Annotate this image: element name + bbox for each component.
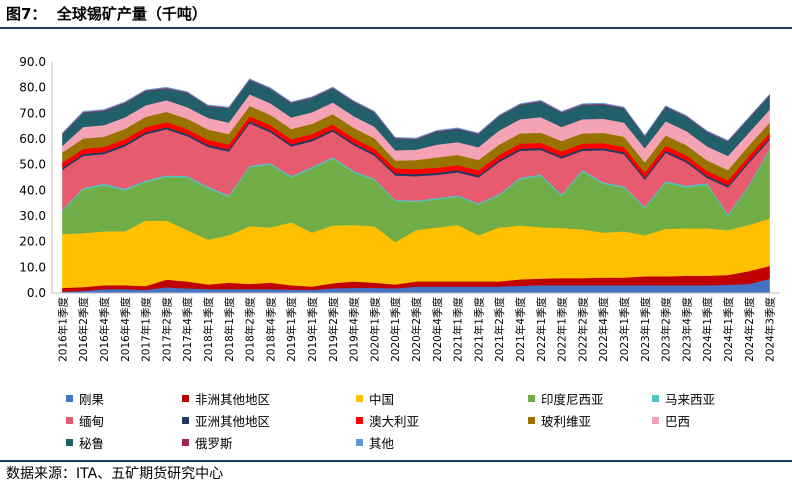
- legend-item: 秘鲁: [66, 434, 105, 451]
- x-tick-label: 2023年1季度: [639, 297, 652, 362]
- legend-item: 其他: [356, 434, 395, 451]
- y-tick-label: 30.0: [19, 209, 46, 223]
- legend-swatch: [528, 416, 535, 424]
- x-tick-label: 2018年4季度: [264, 297, 277, 362]
- legend-item: 刚果: [66, 390, 105, 407]
- legend-item: 俄罗斯: [182, 434, 233, 451]
- legend-swatch: [652, 416, 659, 424]
- legend-label: 其他: [369, 435, 395, 451]
- figure-title: 图7： 全球锡矿产量（千吨）: [6, 5, 207, 23]
- legend-swatch: [66, 438, 73, 446]
- legend-label: 澳大利亚: [369, 413, 420, 429]
- legend-label: 俄罗斯: [195, 435, 233, 451]
- x-tick-label: 2018年1季度: [223, 297, 236, 362]
- legend-swatch: [182, 416, 189, 424]
- y-tick-label: 10.0: [19, 260, 46, 274]
- legend-label: 马来西亚: [665, 391, 716, 407]
- x-tick-label: 2022年1季度: [535, 297, 548, 362]
- legend-swatch: [528, 394, 535, 402]
- legend-swatch: [652, 394, 659, 402]
- legend-label: 玻利维亚: [541, 413, 592, 429]
- y-axis-ticks: 0.0 10.0 20.0 30.0 40.0 50.0 60.0 70.0 80.0 90.0: [19, 55, 46, 300]
- x-tick-label: 2020年4季度: [431, 297, 444, 362]
- x-tick-label: 2019年1季度: [306, 297, 319, 362]
- x-tick-label: 2018年1季度: [202, 297, 215, 362]
- x-tick-label: 2017年2季度: [160, 297, 173, 362]
- x-tick-label: 2021年1季度: [472, 297, 485, 362]
- legend-item: 玻利维亚: [528, 412, 592, 429]
- x-tick-label: 2016年1季度: [56, 297, 69, 362]
- legend-swatch: [356, 438, 363, 446]
- area-layers: [62, 78, 770, 294]
- x-tick-label: 2024年1季度: [722, 297, 735, 362]
- legend-label: 秘鲁: [79, 435, 105, 451]
- x-tick-label: 2016年4季度: [119, 297, 132, 362]
- y-tick-label: 90.0: [19, 55, 46, 69]
- legend-item: 马来西亚: [652, 390, 716, 407]
- legend-label: 刚果: [79, 391, 105, 407]
- x-tick-label: 2024年1季度: [701, 297, 714, 362]
- x-tick-label: 2023年2季度: [660, 297, 673, 362]
- legend-item: 缅甸: [66, 412, 105, 429]
- x-tick-label: 2023年4季度: [680, 297, 693, 362]
- x-tick-label: 2016年4季度: [98, 297, 111, 362]
- x-axis-ticks: 2016年1季度 2016年2季度 2016年4季度 2016年4季度 2017年1季度…: [56, 297, 776, 362]
- x-tick-label: 2019年4季度: [348, 297, 361, 362]
- x-tick-label: 2017年1季度: [140, 297, 153, 362]
- legend-swatch: [66, 416, 73, 424]
- x-tick-label: 2024年3季度: [764, 297, 777, 362]
- legend-label: 中国: [369, 391, 395, 407]
- legend-label: 非洲其他地区: [195, 391, 271, 407]
- y-tick-label: 40.0: [19, 183, 46, 197]
- legend-label: 巴西: [665, 413, 691, 429]
- x-tick-label: 2021年2季度: [493, 297, 506, 362]
- x-tick-label: 2020年1季度: [368, 297, 381, 362]
- legend-swatch: [182, 438, 189, 446]
- y-tick-label: 60.0: [19, 132, 46, 146]
- x-tick-label: 2021年4季度: [514, 297, 527, 362]
- source-rule: [0, 460, 792, 462]
- legend-swatch: [182, 394, 189, 402]
- legend-swatch: [356, 416, 363, 424]
- y-tick-label: 80.0: [19, 81, 46, 95]
- x-tick-label: 2022年1季度: [556, 297, 569, 362]
- x-tick-label: 2017年4季度: [181, 297, 194, 362]
- legend-item: 中国: [356, 390, 395, 407]
- figure-source: 数据来源：ITA、五矿期货研究中心: [6, 466, 224, 482]
- title-rule: [0, 27, 792, 29]
- area-series-12: [62, 78, 770, 142]
- x-tick-label: 2020年2季度: [410, 297, 423, 362]
- legend-item: 亚洲其他地区: [182, 412, 271, 429]
- x-tick-label: 2024年2季度: [743, 297, 756, 362]
- legend-label: 缅甸: [79, 413, 105, 429]
- legend-item: 巴西: [652, 412, 691, 429]
- legend-item: 非洲其他地区: [182, 390, 271, 407]
- x-tick-label: 2022年2季度: [576, 297, 589, 362]
- x-tick-label: 2020年1季度: [389, 297, 402, 362]
- x-tick-label: 2019年1季度: [285, 297, 298, 362]
- stacked-area-chart: 0.010.020.030.040.050.060.070.080.090.0 …: [19, 55, 780, 362]
- y-tick-label: 0.0: [27, 286, 46, 300]
- legend-label: 印度尼西亚: [541, 391, 604, 407]
- legend-swatch: [356, 394, 363, 402]
- x-tick-label: 2021年1季度: [452, 297, 465, 362]
- x-tick-label: 2018年2季度: [244, 297, 257, 362]
- legend-label: 亚洲其他地区: [195, 413, 271, 429]
- legend-item: 印度尼西亚: [528, 390, 604, 407]
- y-tick-label: 20.0: [19, 235, 46, 249]
- y-tick-label: 70.0: [19, 106, 46, 120]
- legend-swatch: [66, 394, 73, 402]
- legend-item: 澳大利亚: [356, 412, 420, 429]
- x-tick-label: 2022年4季度: [597, 297, 610, 362]
- x-tick-label: 2016年2季度: [77, 297, 90, 362]
- y-tick-label: 50.0: [19, 158, 46, 172]
- x-tick-label: 2019年2季度: [327, 297, 340, 362]
- x-tick-label: 2023年1季度: [618, 297, 631, 362]
